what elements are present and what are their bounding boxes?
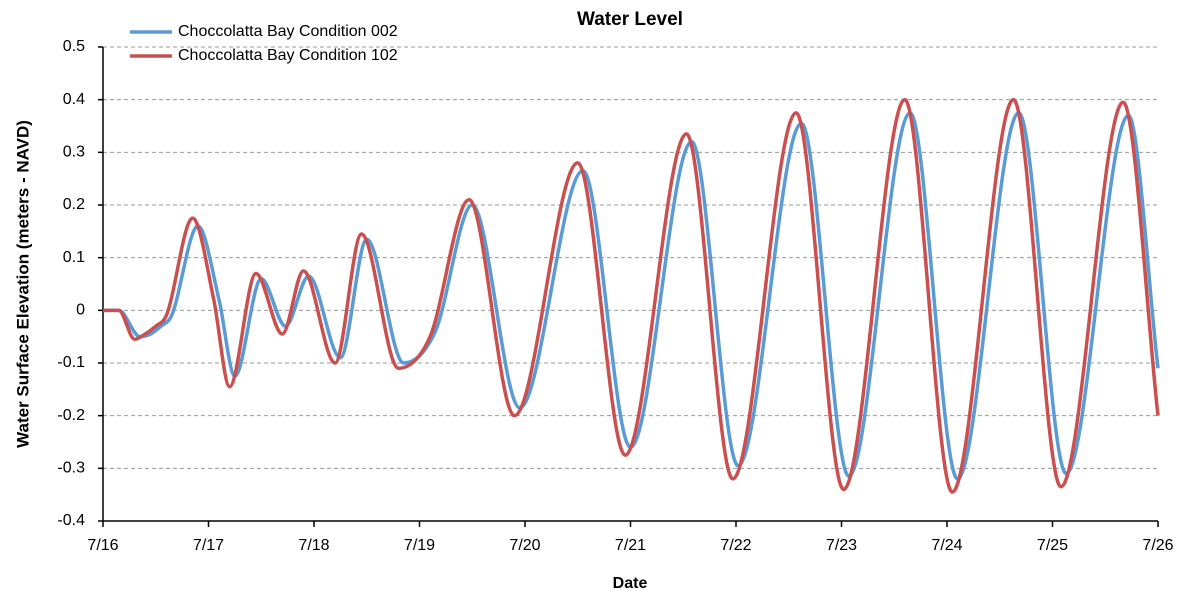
y-tick-label: -0.1 xyxy=(57,354,85,371)
y-tick-label: 0 xyxy=(76,302,85,319)
y-axis-label: Water Surface Elevation (meters - NAVD) xyxy=(13,120,32,448)
data-line xyxy=(102,111,1160,481)
x-tick-label: 7/24 xyxy=(931,537,962,554)
y-tick-label: -0.3 xyxy=(57,460,85,477)
x-tick-label: 7/17 xyxy=(193,537,224,554)
x-tick-label: 7/23 xyxy=(826,537,857,554)
x-tick-label: 7/22 xyxy=(720,537,751,554)
x-tick-label: 7/18 xyxy=(298,537,329,554)
legend-label: Choccolatta Bay Condition 102 xyxy=(178,47,398,64)
x-tick-label: 7/20 xyxy=(509,537,540,554)
y-tick-label: 0.4 xyxy=(63,91,85,108)
y-tick-label: 0.5 xyxy=(63,38,85,55)
legend-label: Choccolatta Bay Condition 002 xyxy=(178,23,398,40)
y-tick-label: 0.3 xyxy=(63,144,85,161)
x-tick-label: 7/21 xyxy=(615,537,646,554)
x-tick-label: 7/16 xyxy=(87,537,118,554)
x-tick-label: 7/25 xyxy=(1037,537,1068,554)
chart-title: Water Level xyxy=(577,9,683,30)
x-axis-label: Date xyxy=(613,575,648,592)
y-tick-label: 0.2 xyxy=(63,196,85,213)
data-line xyxy=(102,97,1160,494)
y-tick-label: 0.1 xyxy=(63,249,85,266)
x-tick-label: 7/26 xyxy=(1142,537,1173,554)
x-tick-label: 7/19 xyxy=(404,537,435,554)
y-tick-label: -0.4 xyxy=(57,512,85,529)
y-tick-label: -0.2 xyxy=(57,407,85,424)
